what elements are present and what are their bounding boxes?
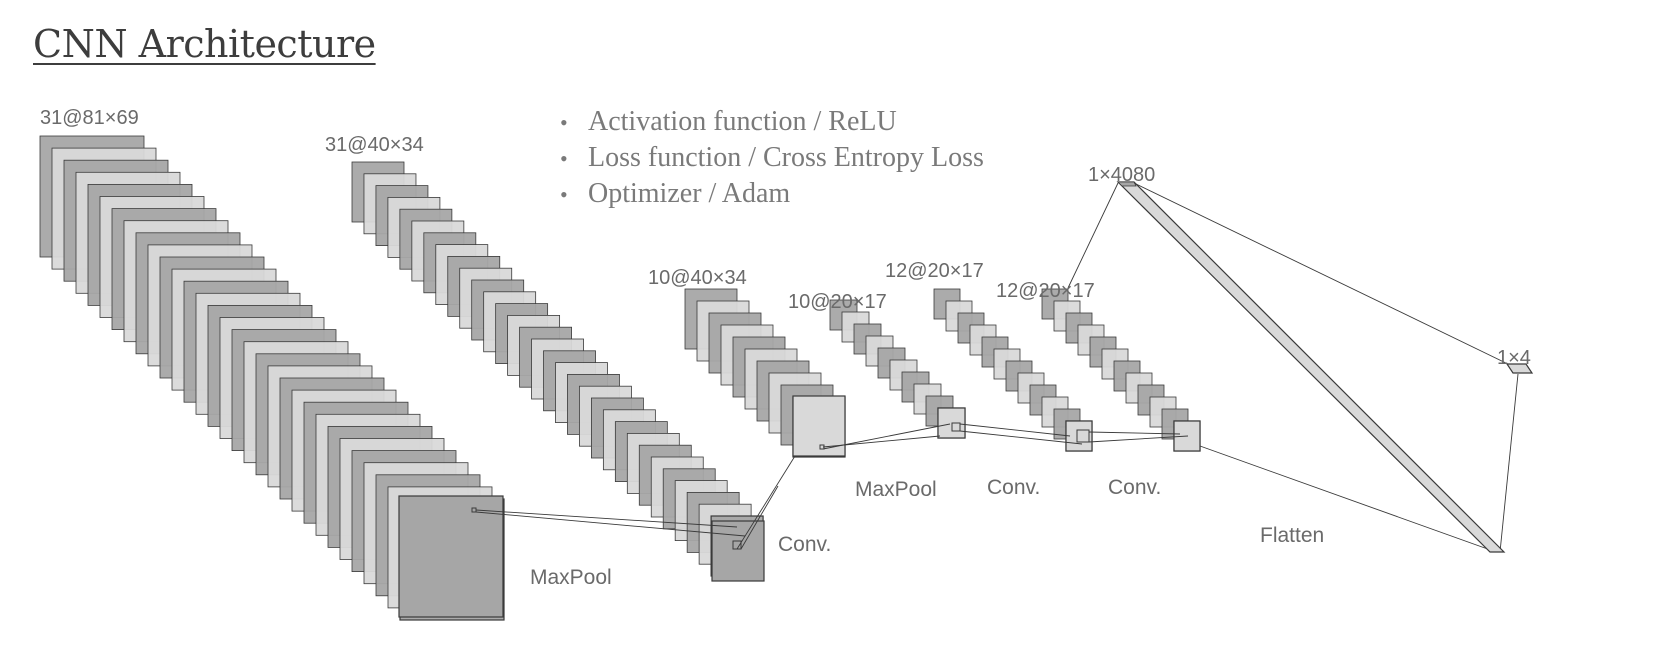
conv4-front-map	[1173, 420, 1201, 452]
layer-label-output: 1×4	[1497, 347, 1531, 369]
connector-line	[740, 485, 779, 550]
hyperparameter-list: Activation function / ReLU Loss function…	[560, 104, 984, 212]
op-label-conv-3: Conv.	[1108, 476, 1161, 499]
op-label-maxpool-2: MaxPool	[855, 478, 937, 501]
kernel-window-5	[1076, 429, 1090, 443]
layer-label-conv2: 10@40×34	[648, 267, 747, 289]
bullet-loss: Loss function / Cross Entropy Loss	[560, 140, 984, 176]
connector-line	[1499, 373, 1519, 553]
layer-label-pool1: 31@40×34	[325, 134, 424, 156]
connector-line	[1133, 182, 1511, 366]
conv3-front-map	[1065, 420, 1093, 452]
kernel-window-4	[951, 422, 961, 432]
connector-line	[736, 455, 796, 550]
connector-line	[1088, 431, 1181, 435]
connector-line	[1088, 435, 1189, 443]
layer-label-conv3: 12@20×17	[885, 260, 984, 282]
layer-label-conv4: 12@20×17	[996, 280, 1095, 302]
connector-line	[475, 509, 738, 528]
op-label-conv-1: Conv.	[778, 533, 831, 556]
connector-line	[959, 430, 1083, 445]
feature-map-stack-6	[1041, 288, 1201, 452]
layer-label-pool2: 10@20×17	[788, 291, 887, 313]
bullet-activation: Activation function / ReLU	[560, 104, 984, 140]
connector-line	[475, 511, 746, 537]
input-front-map	[398, 495, 504, 618]
connector-line	[1199, 445, 1497, 553]
output-vector	[1505, 363, 1534, 374]
conv2-front-map	[792, 395, 846, 457]
op-label-flatten: Flatten	[1260, 524, 1324, 547]
layer-label-flatten: 1×4080	[1088, 164, 1155, 186]
page-title: CNN Architecture	[33, 22, 376, 66]
connector-line	[959, 423, 1071, 437]
op-label-maxpool-1: MaxPool	[530, 566, 612, 589]
flatten-vector	[1116, 181, 1506, 553]
connector-line	[822, 423, 951, 450]
connector-line	[1067, 182, 1119, 289]
flatten-vector-top	[1117, 181, 1137, 187]
bullet-optimizer: Optimizer / Adam	[560, 176, 984, 212]
pool1-front-map	[711, 520, 765, 582]
layer-label-input: 31@81×69	[40, 107, 139, 129]
op-label-conv-2: Conv.	[987, 476, 1040, 499]
